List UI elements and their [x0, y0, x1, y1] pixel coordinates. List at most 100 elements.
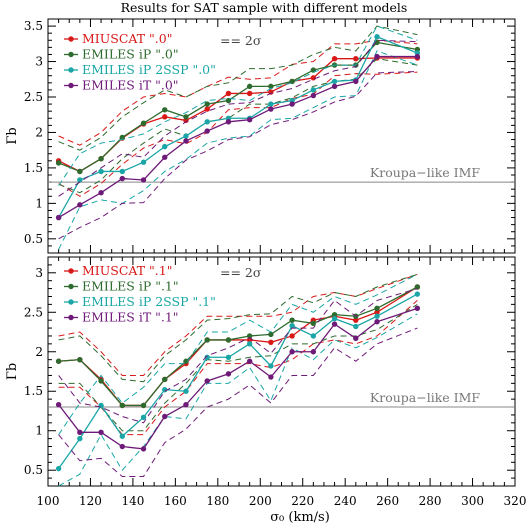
- y-tick-label: 2: [35, 125, 43, 139]
- data-point: [119, 433, 125, 439]
- data-point: [414, 291, 421, 297]
- data-point: [331, 321, 338, 327]
- x-tick-label: 280: [419, 494, 442, 508]
- data-point: [204, 119, 210, 125]
- data-point: [289, 323, 295, 329]
- chart-title: Results for SAT sample with different mo…: [121, 0, 408, 15]
- data-point: [183, 114, 189, 120]
- data-point: [183, 401, 189, 408]
- data-point: [140, 177, 147, 183]
- data-point: [374, 313, 380, 319]
- y-tick-label: 3: [35, 55, 43, 69]
- data-point: [353, 56, 359, 62]
- data-point: [414, 284, 421, 290]
- two-sigma-note: == 2σ: [220, 33, 262, 48]
- data-point: [204, 337, 210, 343]
- panel-top: 0.5 1 1.5 2 2.5 3 3.5 Γb Kroupa−like IMF MIUSCAT …: [5, 18, 516, 254]
- data-point: [140, 120, 147, 126]
- y-axis-label: Γb: [5, 127, 20, 144]
- data-point: [77, 202, 83, 208]
- data-point: [331, 78, 338, 85]
- data-point: [140, 446, 147, 452]
- y-tick-label: 0.5: [24, 232, 43, 246]
- x-tick-label: 200: [249, 494, 272, 508]
- data-point: [225, 97, 232, 104]
- data-point: [289, 317, 295, 323]
- legend-entry: EMILES iP 2SSP ".0": [82, 62, 216, 77]
- data-point: [77, 435, 83, 442]
- data-point: [204, 128, 210, 134]
- x-tick-label: 320: [504, 494, 527, 508]
- data-point: [268, 363, 274, 369]
- data-point: [310, 320, 317, 327]
- data-point: [246, 358, 253, 364]
- data-point: [55, 465, 62, 472]
- x-axis-label: σ₀ (km/s): [270, 510, 330, 525]
- data-point: [140, 414, 147, 420]
- data-point: [374, 53, 380, 60]
- data-point: [183, 133, 189, 139]
- error-band-upper: [58, 273, 418, 383]
- legend-entry: EMILES iT ".1": [82, 310, 179, 325]
- y-tick-label: 3: [35, 266, 43, 280]
- legend-marker: [68, 36, 74, 42]
- data-point: [55, 160, 62, 166]
- data-point: [374, 319, 380, 325]
- data-point: [289, 101, 295, 107]
- data-point: [414, 53, 421, 60]
- data-point: [331, 315, 338, 322]
- data-point: [140, 402, 147, 409]
- data-point: [98, 429, 104, 436]
- data-point: [140, 159, 147, 165]
- x-tick-label: 220: [291, 494, 314, 508]
- data-point: [268, 101, 274, 107]
- data-point: [353, 335, 359, 342]
- error-band-upper: [58, 273, 418, 376]
- data-point: [289, 333, 295, 339]
- legend-marker: [68, 51, 74, 58]
- data-point: [374, 34, 380, 40]
- data-point: [204, 106, 210, 112]
- data-point: [331, 311, 338, 318]
- data-point: [162, 114, 168, 120]
- data-point: [77, 356, 83, 363]
- error-band-upper: [58, 39, 418, 146]
- data-point: [183, 138, 189, 144]
- data-point: [119, 402, 125, 409]
- data-point: [331, 56, 338, 62]
- error-band-upper: [58, 288, 418, 424]
- legend-marker: [68, 314, 74, 321]
- x-tick-label: 100: [37, 494, 60, 508]
- data-point: [55, 401, 62, 408]
- error-band-upper: [58, 25, 418, 151]
- data-point: [268, 331, 274, 338]
- data-point: [353, 78, 359, 85]
- legend-entry: MIUSCAT ".1": [82, 263, 172, 278]
- error-band-lower: [58, 70, 418, 240]
- data-point: [162, 376, 168, 383]
- data-point: [374, 39, 380, 46]
- x-tick-label: 140: [121, 494, 144, 508]
- data-point: [310, 75, 317, 81]
- data-point: [225, 90, 232, 97]
- kroupa-reference-label: Kroupa−like IMF: [370, 165, 480, 180]
- data-point: [246, 83, 253, 90]
- error-band-lower: [58, 313, 418, 487]
- data-point: [119, 175, 125, 182]
- data-point: [183, 388, 189, 394]
- data-point: [268, 339, 274, 345]
- x-tick-label: 260: [376, 494, 399, 508]
- data-point: [268, 83, 274, 90]
- y-tick-label: 3.5: [24, 19, 43, 33]
- data-point: [374, 309, 380, 315]
- x-tick-label: 180: [206, 494, 229, 508]
- error-band-lower: [58, 327, 418, 478]
- y-tick-label: 1: [35, 424, 43, 438]
- data-point: [225, 371, 232, 377]
- data-point: [119, 168, 125, 175]
- data-point: [331, 83, 338, 90]
- x-tick-label: 240: [334, 494, 357, 508]
- error-band-lower: [58, 71, 418, 197]
- legend-entry: EMILES iP ".0": [82, 47, 179, 62]
